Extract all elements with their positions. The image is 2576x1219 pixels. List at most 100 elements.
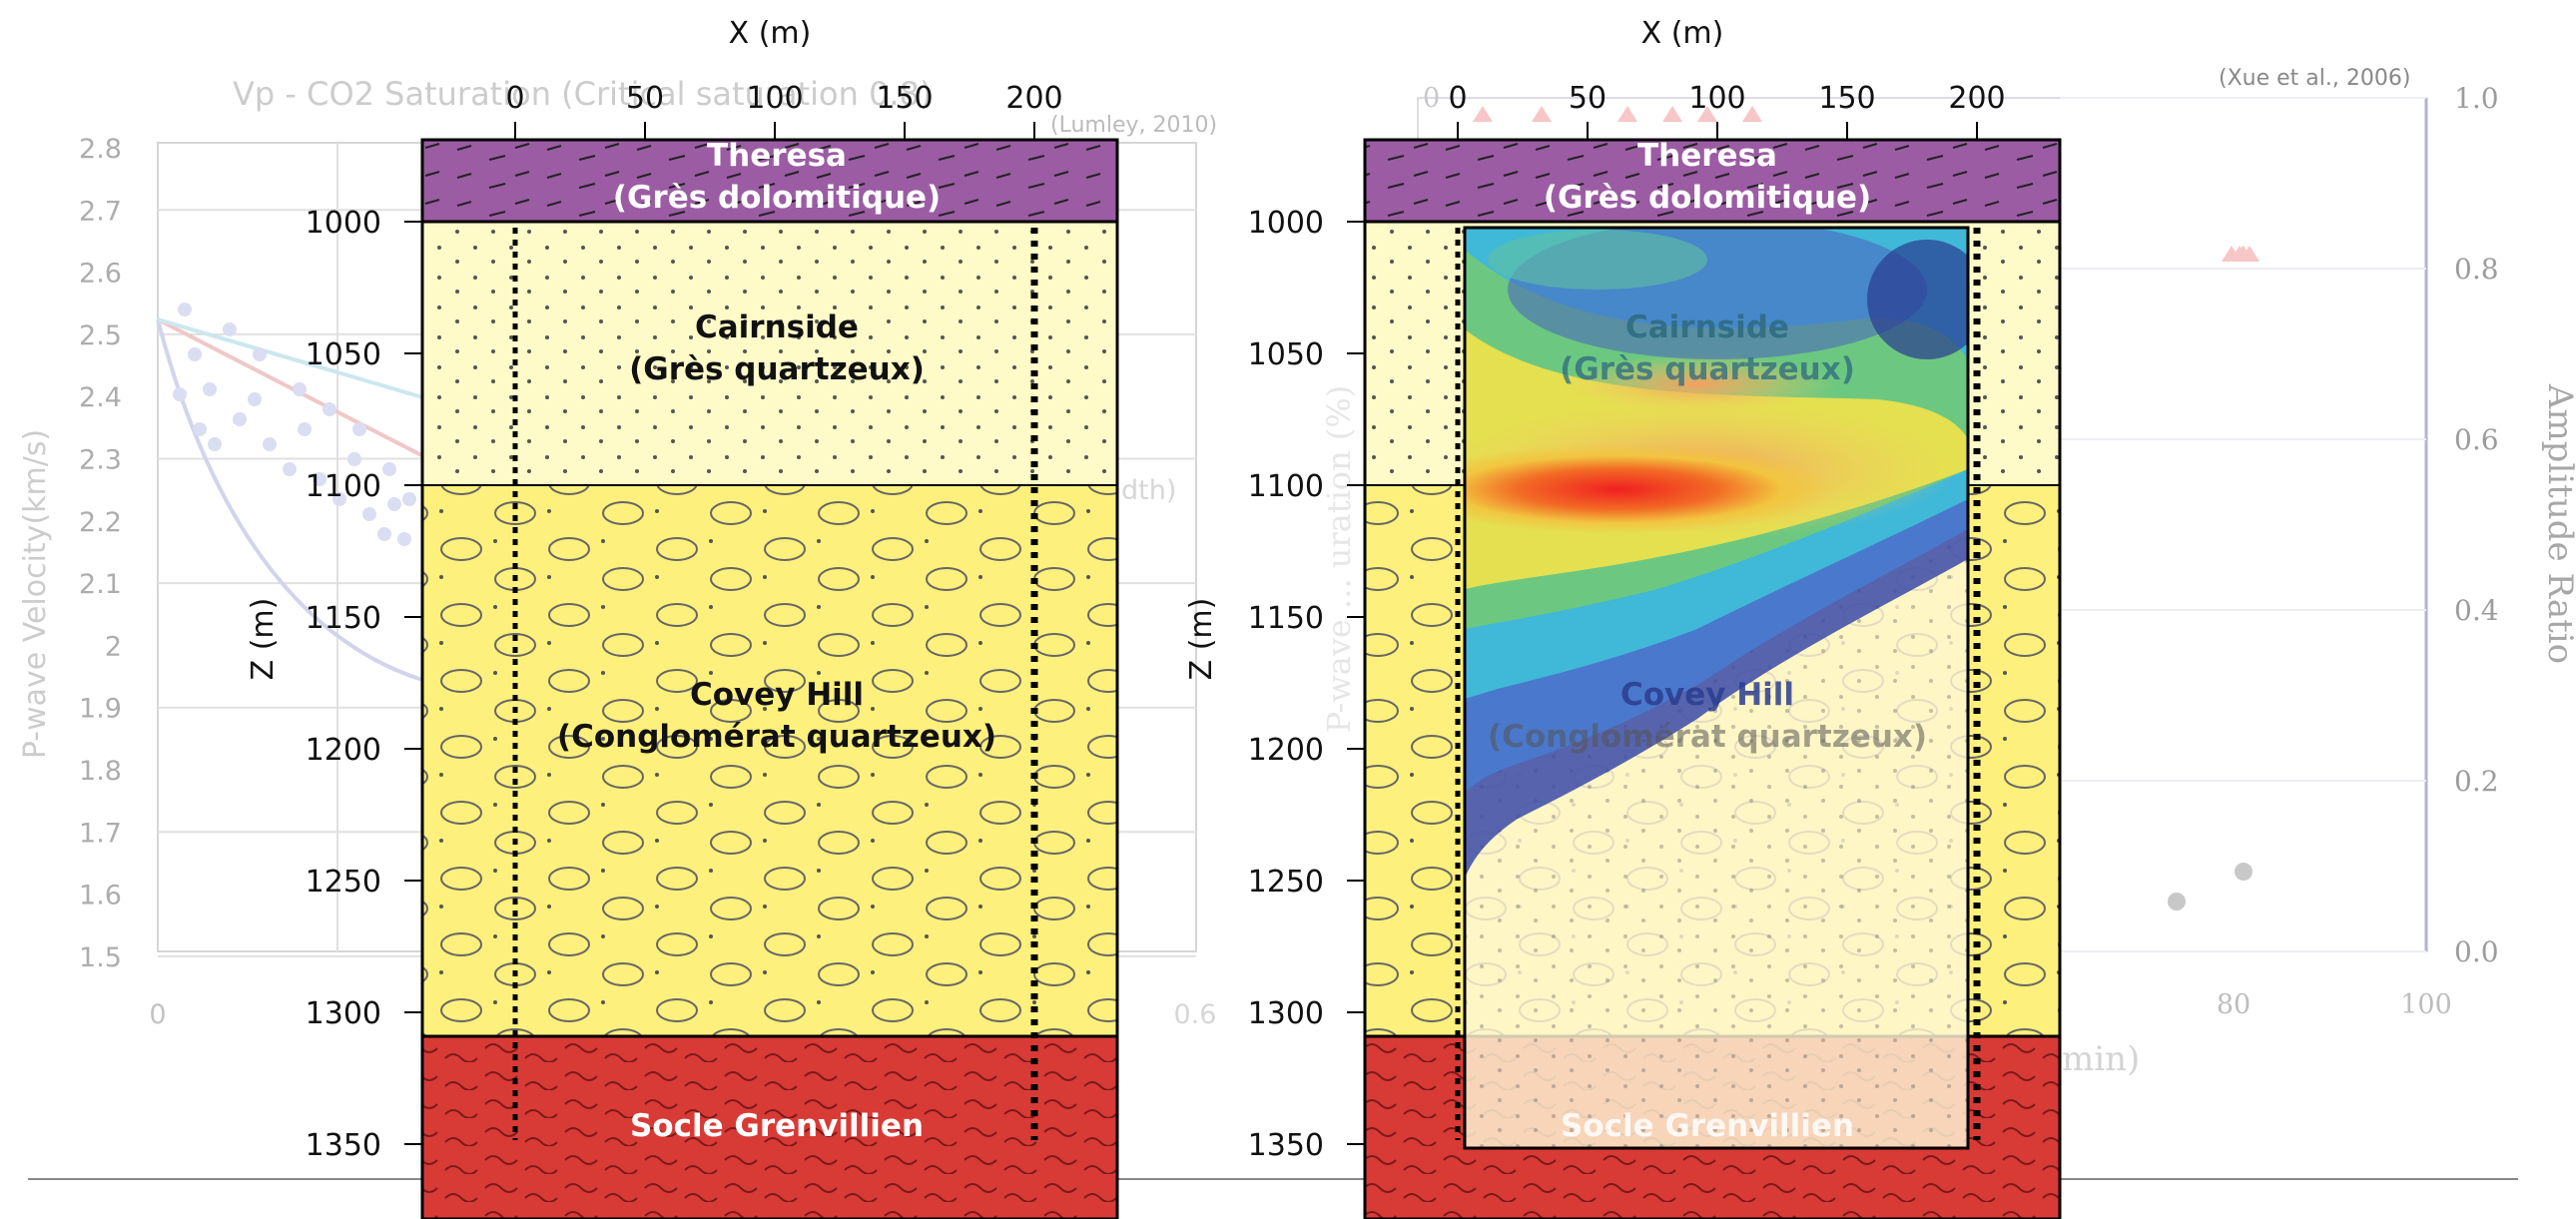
inversion-frame [1463,226,1970,1150]
bg-velocity-ytick-12: 1.6 [79,881,122,912]
label-coveyhill-right: Covey Hill [1620,677,1794,713]
label-theresa-left: Theresa [707,138,847,174]
bg-velocity-point-24 [402,492,416,506]
bg-velocity-ytick-13: 1.5 [79,942,122,973]
bg-amplitude-triangle-2 [2234,246,2259,262]
bg-amplitude-ytick-3: 0.4 [2454,594,2499,627]
label-theresa-right: Theresa [1637,138,1777,174]
bg-velocity-ytick-10: 1.8 [79,756,122,787]
bg-velocity-point-0 [178,303,192,316]
geological-section-left [420,138,1119,1219]
bg-amplitude-top-tick: 0 [1423,83,1440,114]
bg-velocity-ytick-0: 2.8 [79,134,122,165]
bg-amplitude-xlabel-fragment: min) [2062,1039,2140,1079]
ztick-left-6: 1300 [306,996,381,1031]
bg-velocity-point-19 [253,347,267,361]
label-cairnside-left: Cairnside [695,309,859,345]
xtick-left-2: 100 [746,81,803,116]
bg-velocity-ytick-6: 2.2 [79,507,122,538]
bg-velocity-point-7 [283,462,297,476]
zlabel-right: Z (m) [1184,598,1219,681]
bg-velocity-point-9 [313,472,326,486]
bg-velocity-xtick-0: 0 [149,999,166,1030]
bg-amplitude-ytick-2: 0.6 [2454,423,2499,456]
xtick-right-2: 100 [1688,81,1745,116]
bg-velocity-point-22 [352,422,366,436]
bg-velocity-point-8 [298,422,312,436]
bg-velocity-ytick-11: 1.7 [79,818,122,849]
label-theresa-lith-left: (Grès dolomitique) [613,180,941,216]
bg-velocity-point-18 [208,437,222,451]
section-left-axes: X (m) 0 50 100 150 200 1000 1050 1100 1150 1200 1… [246,16,1063,1163]
bg-amplitude-xtick-80: 80 [2217,989,2251,1020]
ztick-right-5: 1250 [1248,865,1324,900]
ztick-right-4: 1200 [1248,733,1324,768]
xtick-right-1: 50 [1569,81,1607,116]
bg-amplitude-ylabel: Amplitude Ratio [2540,383,2576,664]
bg-amplitude-side-label-fragment: P-wave ... uration (%) [1320,385,1358,733]
bg-velocity-ytick-7: 2.1 [79,569,122,600]
ztick-left-5: 1250 [306,865,381,900]
ztick-left-3: 1150 [306,601,381,636]
bg-velocity-point-12 [362,507,376,521]
label-cairnside-right: Cairnside [1625,309,1789,345]
bg-velocity-ylabel: P-wave Velocity(km/s) [18,429,53,759]
bg-velocity-point-4 [233,412,247,426]
plume-top-blue-right [1867,240,1968,359]
ztick-left-1: 1050 [306,337,381,372]
bg-velocity-point-13 [377,527,391,541]
ztick-right-7: 1350 [1248,1128,1324,1163]
bg-velocity-ytick-9: 1.9 [79,694,122,725]
bg-velocity-point-17 [193,422,207,436]
bg-velocity-ytick-4: 2.4 [79,382,122,413]
citation-left: (Lumley, 2010) [1050,113,1217,138]
plume-red-core [1465,444,1837,534]
label-coveyhill-lith-right: (Conglomérat quartzeux) [1488,719,1927,755]
ztick-left-2: 1100 [306,469,381,504]
bg-velocity-legend-fragment: dth) [1121,475,1176,506]
citation-right: (Xue et al., 2006) [2219,66,2410,91]
bg-velocity-point-3 [223,322,237,336]
xtick-right-3: 150 [1818,81,1875,116]
bg-velocity-point-2 [203,382,217,396]
ztick-right-2: 1100 [1248,469,1324,504]
label-cairnside-lith-left: (Grès quartzeux) [629,351,925,387]
bg-velocity-ytick-1: 2.7 [79,196,122,227]
label-coveyhill-lith-left: (Conglomérat quartzeux) [557,719,996,755]
bg-velocity-point-20 [293,382,307,396]
bg-amplitude-triangles [1473,106,2253,262]
zlabel-left: Z (m) [246,598,281,681]
bg-velocity-point-11 [347,452,361,466]
bg-velocity-point-16 [173,387,187,401]
xtick-right-4: 200 [1948,81,2005,116]
bg-velocity-ytick-5: 2.3 [79,445,122,476]
bg-amplitude-ytick-0: 1.0 [2454,82,2499,115]
xtick-left-4: 200 [1005,81,1062,116]
xtick-left-0: 0 [505,81,524,116]
bg-velocity-point-23 [382,462,396,476]
xtick-left-1: 50 [626,81,664,116]
bg-amplitude-ytick-4: 0.2 [2454,765,2499,798]
geological-section-right [1363,138,2062,1219]
well-markers [512,228,1981,1140]
bg-velocity-ytick-3: 2.5 [79,320,122,351]
bg-amplitude-ytick-5: 0.0 [2454,935,2499,968]
bg-amplitude-point-1 [2168,893,2186,911]
bg-velocity-xtick-end: 0.6 [1174,999,1217,1030]
label-socle-left: Socle Grenvillien [630,1108,924,1144]
bg-velocity-point-5 [248,392,262,406]
bg-velocity-point-14 [387,497,401,511]
ztick-right-3: 1150 [1248,601,1324,636]
ztick-right-6: 1300 [1248,996,1324,1031]
bg-amplitude-ytick-1: 0.8 [2454,253,2499,286]
section-right-axes: X (m) 0 50 100 150 200 1000 1050 1100 1150 1200 1… [1184,16,2006,1163]
ztick-left-4: 1200 [306,733,381,768]
xlabel-right: X (m) [1641,16,1724,51]
xlabel-left: X (m) [729,16,812,51]
bg-velocity-ytick-8: 2 [105,631,122,662]
bg-amplitude-point-2 [2235,863,2253,881]
bg-amplitude-xtick-100: 100 [2400,989,2452,1020]
xtick-right-0: 0 [1448,81,1467,116]
xtick-left-3: 150 [876,81,933,116]
ztick-right-0: 1000 [1248,206,1324,241]
